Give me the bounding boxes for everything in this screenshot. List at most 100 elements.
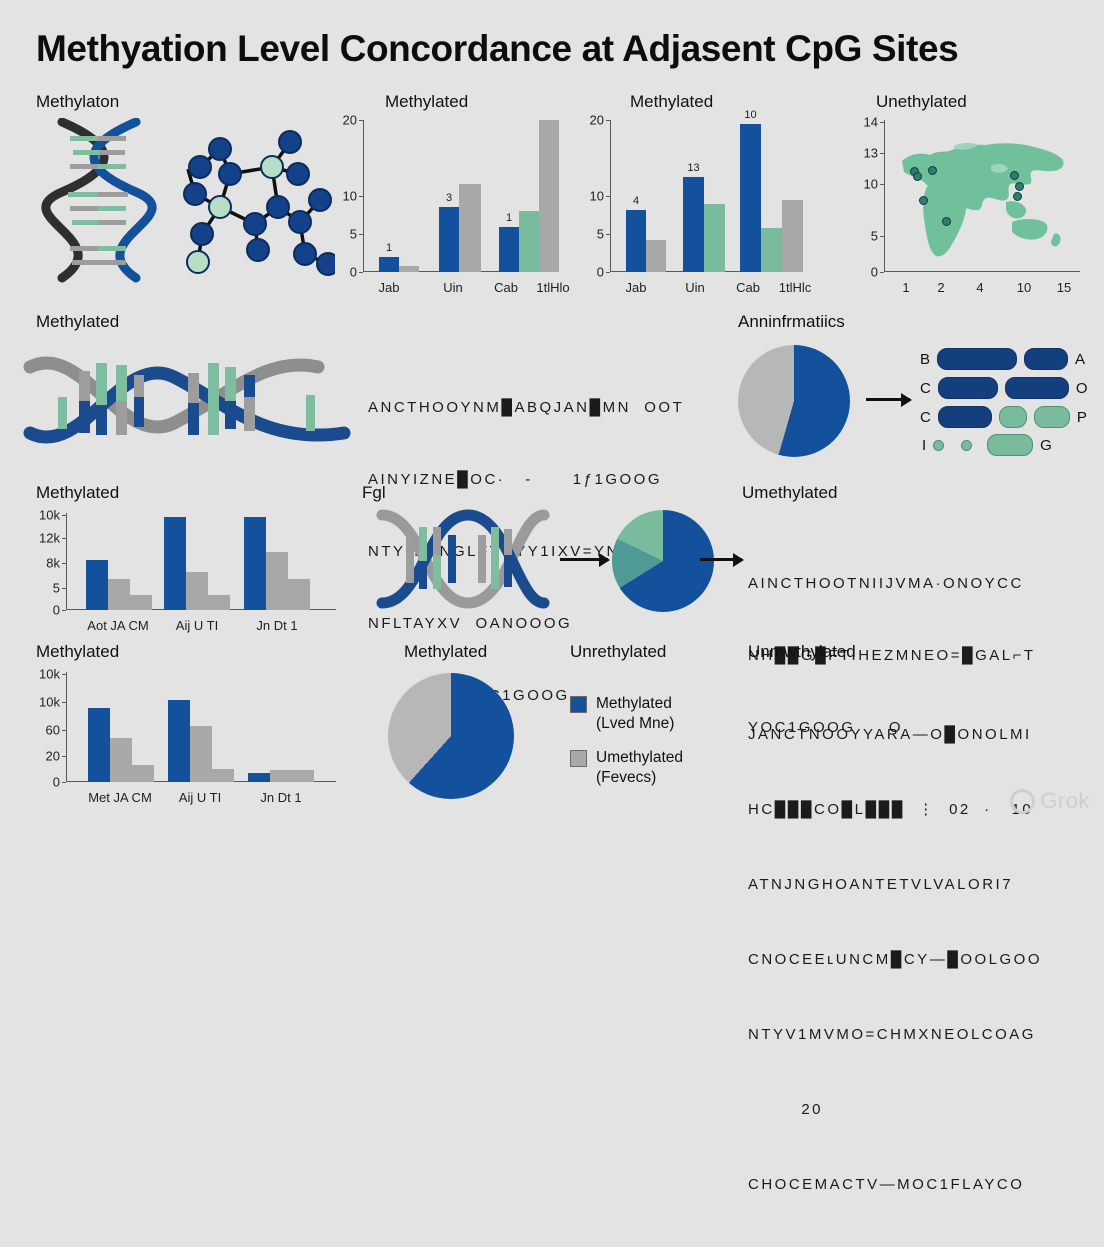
y-tick: 10k [39,694,60,710]
world-map-graphic [902,142,1064,257]
pill-label-right: O [1075,379,1088,397]
map-point [913,172,922,181]
bar [108,579,130,610]
x-label: Jn Dt 1 [260,790,302,805]
x-label: 4 [976,280,984,295]
chart-r3c1: 0 5 8k 12k 10k Aot JA CM Aij U TI Jn Dt … [39,508,336,633]
y-tick: 20 [342,112,357,128]
sequence-line: JANCTNOOYYARA—O█ONOLMI [748,726,1032,743]
x-label: Uin [443,280,463,295]
sequence-line: NH██G█FTIHEZMNEO=█GAL⌐T [748,647,1036,664]
pill-label-left: C [920,408,931,426]
chart-r4c1-title: Methylated [36,642,120,661]
pie-chart-r3 [612,510,714,612]
y-tick: 10k [39,507,60,523]
bar [459,184,481,272]
sequence-block-bottom: JANCTNOOYYARA—O█ONOLMI HC███CO█L███ ⋮ 02… [748,672,1042,1247]
sequence-line: NFLTAYXV OANOOOG [368,615,573,632]
x-label: 1tlHlo [536,280,570,295]
x-label: 15 [1056,280,1072,295]
bar [164,517,186,610]
bar [110,738,132,782]
sequence-line: HC███CO█L███ ⋮ 02 · 10 [748,801,1034,818]
bar-value: 10 [744,109,757,121]
y-tick: 20 [589,112,604,128]
chart-r1c3: 0 5 10 20 4 13 10 Jab Uin Cab 1tlHlc [590,109,812,295]
panel-heading-fgl: Fgl [362,483,386,502]
grok-watermark: Grok [1010,788,1090,814]
page-title: Methyation Level Concordance at Adjasent… [36,28,959,69]
pill-legend-row: C O [920,377,1088,399]
map-point [928,166,937,175]
map-panel-title: Unethylated [876,92,967,111]
legend-label-text: Methylated [596,695,672,712]
map-point [1015,182,1024,191]
pill-label-right: G [1040,436,1052,454]
sequence-block-right: AINCTHOOTNIIJVMA·ONOYCC NH██G█FTIHEZMNEO… [748,524,1036,788]
infographic-page: Methyation Level Concordance at Adjasent… [0,0,1104,832]
legend-panel-title: Unrethylated [570,642,667,661]
bar [88,708,110,782]
pill-label-left: C [920,379,931,397]
panel-heading-bioinformatics: Anninfrmatiics [738,312,845,331]
dna-helix-illustration [41,118,157,283]
y-tick: 60 [45,722,60,738]
x-label: Met JA CM [88,790,152,805]
bar [761,228,782,272]
bar: 1 [379,242,399,272]
y-tick: 0 [870,264,878,280]
legend-swatch-methylated [570,696,587,713]
bar [86,560,108,610]
arrow-right-icon [560,558,608,561]
y-tick: 0 [349,264,357,280]
y-axis [363,120,364,272]
watermark-text: Grok [1040,788,1090,813]
bar [270,770,292,782]
pill-legend-row: C P [920,406,1087,428]
legend-label-text: Umethylated [596,749,684,766]
map-point [1013,192,1022,201]
bar [519,211,539,272]
bar-value: 1 [505,212,513,224]
x-label: 1 [902,280,910,295]
y-tick: 5 [596,226,604,242]
y-tick: 14 [863,114,878,130]
bar [292,770,314,782]
pill-bar [987,434,1034,456]
bar: 4 [626,195,646,272]
y-tick: 0 [52,774,60,790]
chart-r1c2: 0 5 10 20 1 3 1 Jab Uin Cab 1tlHlo [343,113,570,296]
bar [208,595,230,610]
chart-r3c1-title: Methylated [36,483,120,502]
bar: 3 [439,192,459,272]
x-label: Jab [378,280,400,295]
map-point [1010,171,1019,180]
x-label: Jn Dt 1 [256,618,298,633]
y-tick: 0 [52,602,60,618]
dna-double-helix-small [376,509,550,609]
pill-dot [961,439,973,451]
x-label: 2 [937,280,945,295]
map-point [919,196,928,205]
pie-chart-r4 [388,673,514,799]
pill-bar [1004,377,1069,399]
x-label: Cab [736,280,760,295]
sequence-line: AINYIZNE█OC· - 1ƒ1GOOG [368,471,662,488]
x-label: Aot JA CM [87,618,149,633]
sequence-line: AINCTHOOTNIIJVMA·ONOYCC [748,575,1024,592]
bar [130,595,152,610]
chart-r1c3-title: Methylated [630,92,714,111]
pill-legend-row: I G [922,434,1052,456]
bar [646,240,666,272]
x-label: Aij U TI [178,790,222,805]
bar [539,120,559,272]
legend-sublabel-text: (Fevecs) [596,769,657,786]
map-point [942,217,951,226]
bar [288,579,310,610]
arrow-right-icon [700,558,742,561]
pill-label-right: P [1076,408,1087,426]
y-tick: 5 [870,228,878,244]
x-label: 1tlHlc [778,280,812,295]
y-tick: 20 [45,748,60,764]
pill-bar [937,377,998,399]
